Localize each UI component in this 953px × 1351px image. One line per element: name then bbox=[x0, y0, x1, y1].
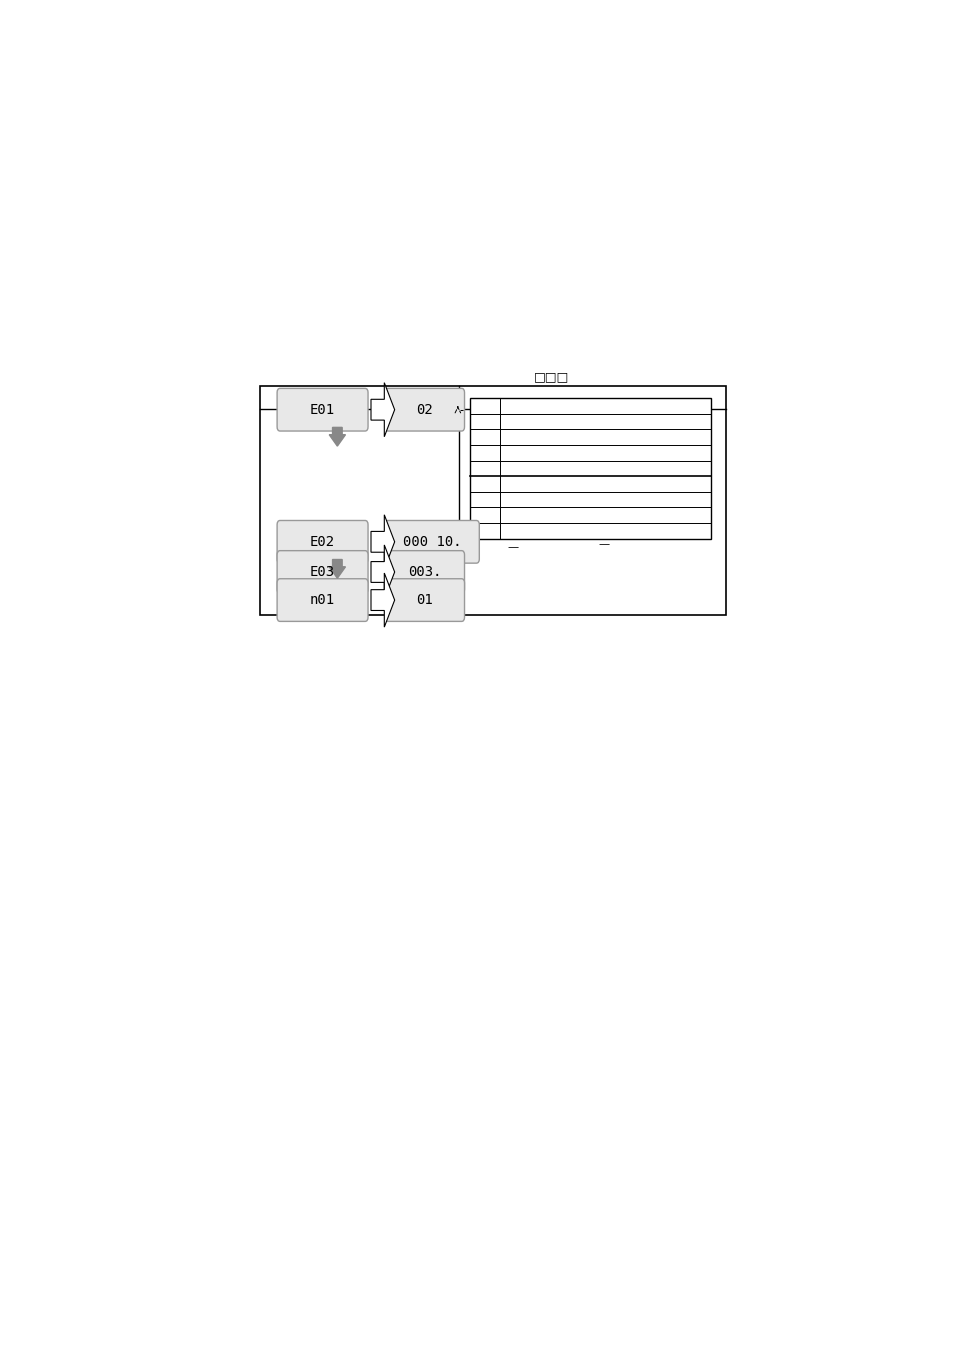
Text: 003.: 003. bbox=[408, 565, 441, 580]
Bar bbox=[259, 386, 725, 615]
FancyBboxPatch shape bbox=[384, 578, 464, 621]
Text: —: — bbox=[507, 542, 518, 553]
Bar bbox=[470, 399, 710, 539]
Text: 02: 02 bbox=[416, 403, 433, 416]
Polygon shape bbox=[371, 544, 395, 598]
Text: —: — bbox=[598, 539, 608, 549]
FancyBboxPatch shape bbox=[276, 388, 368, 431]
Polygon shape bbox=[371, 382, 395, 436]
Polygon shape bbox=[371, 573, 395, 627]
FancyBboxPatch shape bbox=[384, 388, 464, 431]
FancyBboxPatch shape bbox=[384, 520, 478, 563]
Text: 000 10.: 000 10. bbox=[402, 535, 461, 549]
FancyBboxPatch shape bbox=[384, 551, 464, 593]
Text: 01: 01 bbox=[416, 593, 433, 607]
FancyBboxPatch shape bbox=[276, 578, 368, 621]
Text: n01: n01 bbox=[310, 593, 335, 607]
Text: E01: E01 bbox=[310, 403, 335, 416]
FancyBboxPatch shape bbox=[276, 551, 368, 593]
FancyBboxPatch shape bbox=[276, 520, 368, 563]
Text: E03: E03 bbox=[310, 565, 335, 580]
FancyArrow shape bbox=[329, 559, 345, 578]
Text: □□□: □□□ bbox=[534, 370, 569, 382]
Polygon shape bbox=[371, 515, 395, 569]
Text: E02: E02 bbox=[310, 535, 335, 549]
FancyArrow shape bbox=[329, 427, 345, 446]
